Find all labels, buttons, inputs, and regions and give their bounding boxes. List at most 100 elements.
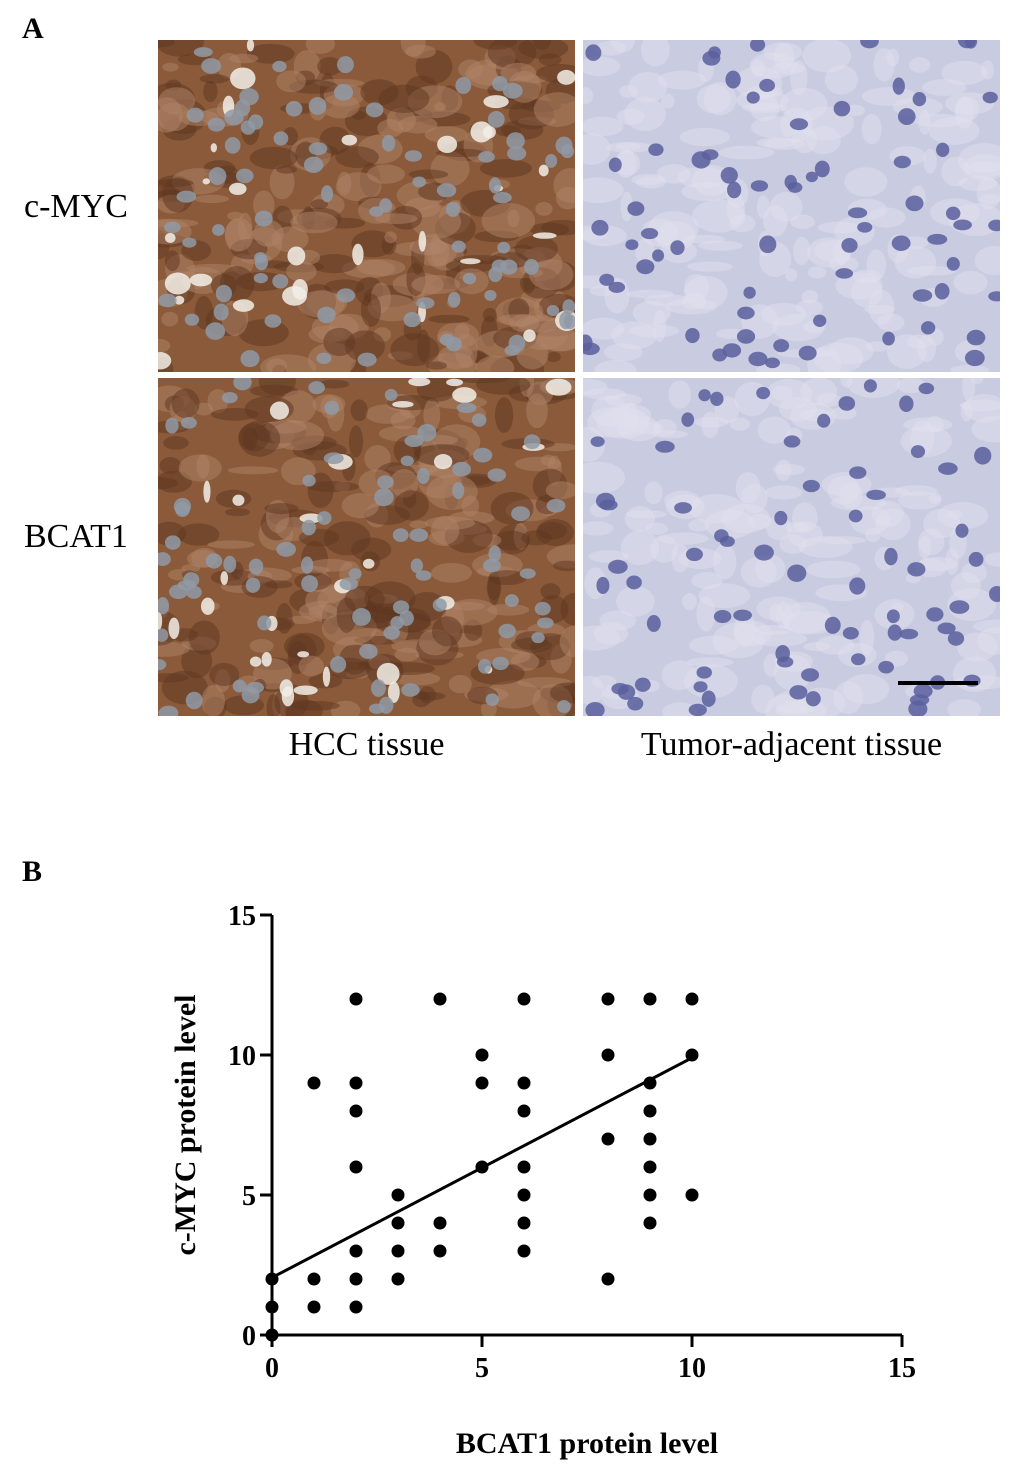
nucleus xyxy=(508,334,526,352)
nucleus xyxy=(158,293,177,308)
nucleus xyxy=(899,395,914,413)
nucleus xyxy=(416,297,435,310)
nucleus xyxy=(507,146,527,161)
nucleus xyxy=(497,241,511,254)
nucleus xyxy=(412,176,427,188)
panel-a-letter: A xyxy=(22,12,44,45)
nucleus xyxy=(851,653,866,666)
nucleus xyxy=(918,382,935,395)
nucleus xyxy=(254,210,273,227)
nucleus xyxy=(240,120,256,135)
nucleus xyxy=(491,259,508,273)
data-point xyxy=(349,1076,363,1090)
y-tick-label: 15 xyxy=(228,901,256,932)
nucleus xyxy=(473,447,493,463)
nucleus xyxy=(337,56,354,74)
scale-bar xyxy=(898,681,978,685)
nucleus xyxy=(317,511,332,525)
nucleus xyxy=(478,151,495,163)
nucleus xyxy=(599,273,615,286)
nucleus xyxy=(849,577,866,595)
nucleus xyxy=(404,434,424,447)
data-point xyxy=(433,1216,447,1230)
nucleus xyxy=(184,313,200,326)
nucleus xyxy=(927,233,948,245)
nucleus xyxy=(511,506,530,522)
data-point xyxy=(349,992,363,1006)
nucleus xyxy=(835,268,854,279)
nucleus xyxy=(488,177,502,194)
nucleus xyxy=(317,306,336,324)
nucleus xyxy=(648,143,664,156)
nucleus xyxy=(938,462,958,475)
nucleus xyxy=(912,92,927,107)
nucleus xyxy=(400,455,414,467)
nucleus xyxy=(392,528,409,543)
data-point xyxy=(349,1160,363,1174)
nucleus xyxy=(750,180,769,192)
nucleus xyxy=(988,291,1000,302)
nucleus xyxy=(585,44,602,61)
nucleus xyxy=(176,190,197,203)
nucleus xyxy=(445,201,461,217)
nucleus xyxy=(590,436,605,447)
nucleus xyxy=(685,327,700,344)
data-point xyxy=(391,1188,405,1202)
nucleus xyxy=(655,440,675,453)
nucleus xyxy=(743,286,756,299)
nucleus xyxy=(506,132,525,150)
nucleus xyxy=(564,314,575,330)
nucleus xyxy=(710,391,724,406)
nucleus xyxy=(417,467,430,484)
data-point xyxy=(433,992,447,1006)
data-point xyxy=(601,992,615,1006)
nucleus xyxy=(240,350,260,368)
nucleus xyxy=(285,101,303,117)
nucleus xyxy=(531,632,545,644)
row-label-bcat1: BCAT1 xyxy=(24,518,128,555)
nucleus xyxy=(392,600,410,615)
nucleus xyxy=(798,345,817,361)
nucleus xyxy=(301,575,319,593)
nucleus xyxy=(273,131,289,146)
nucleus xyxy=(213,303,229,321)
nucleus xyxy=(681,412,695,427)
nucleus xyxy=(866,489,886,501)
nucleus xyxy=(787,564,807,582)
data-point xyxy=(517,1104,531,1118)
nucleus xyxy=(838,396,856,411)
nucleus xyxy=(352,608,371,626)
nucleus xyxy=(381,134,396,152)
nucleus xyxy=(537,617,554,629)
nucleus xyxy=(759,78,775,92)
nucleus xyxy=(239,88,259,106)
row-label-cmyc: c-MYC xyxy=(24,188,128,225)
data-point xyxy=(643,1104,657,1118)
nucleus xyxy=(302,474,316,487)
nucleus xyxy=(492,192,512,204)
nucleus xyxy=(912,289,933,302)
data-point xyxy=(685,1188,699,1202)
nucleus xyxy=(824,616,841,634)
nucleus xyxy=(599,499,618,511)
nucleus xyxy=(891,235,911,251)
nucleus xyxy=(374,488,394,507)
nucleus xyxy=(617,684,636,700)
ihc-image-bcat1-hcc xyxy=(158,378,575,716)
nucleus xyxy=(908,700,928,716)
nucleus xyxy=(591,219,609,236)
nucleus xyxy=(555,136,573,155)
nucleus xyxy=(882,331,895,346)
nucleus xyxy=(447,291,461,308)
nucleus xyxy=(248,558,264,575)
nucleus xyxy=(182,237,197,248)
nucleus xyxy=(164,535,181,550)
nucleus xyxy=(626,575,642,590)
data-point xyxy=(685,1048,699,1062)
nucleus xyxy=(339,577,359,591)
nucleus xyxy=(224,137,241,154)
nucleus xyxy=(221,391,238,404)
nucleus xyxy=(484,289,497,301)
nucleus xyxy=(357,352,377,367)
nucleus xyxy=(477,658,492,674)
